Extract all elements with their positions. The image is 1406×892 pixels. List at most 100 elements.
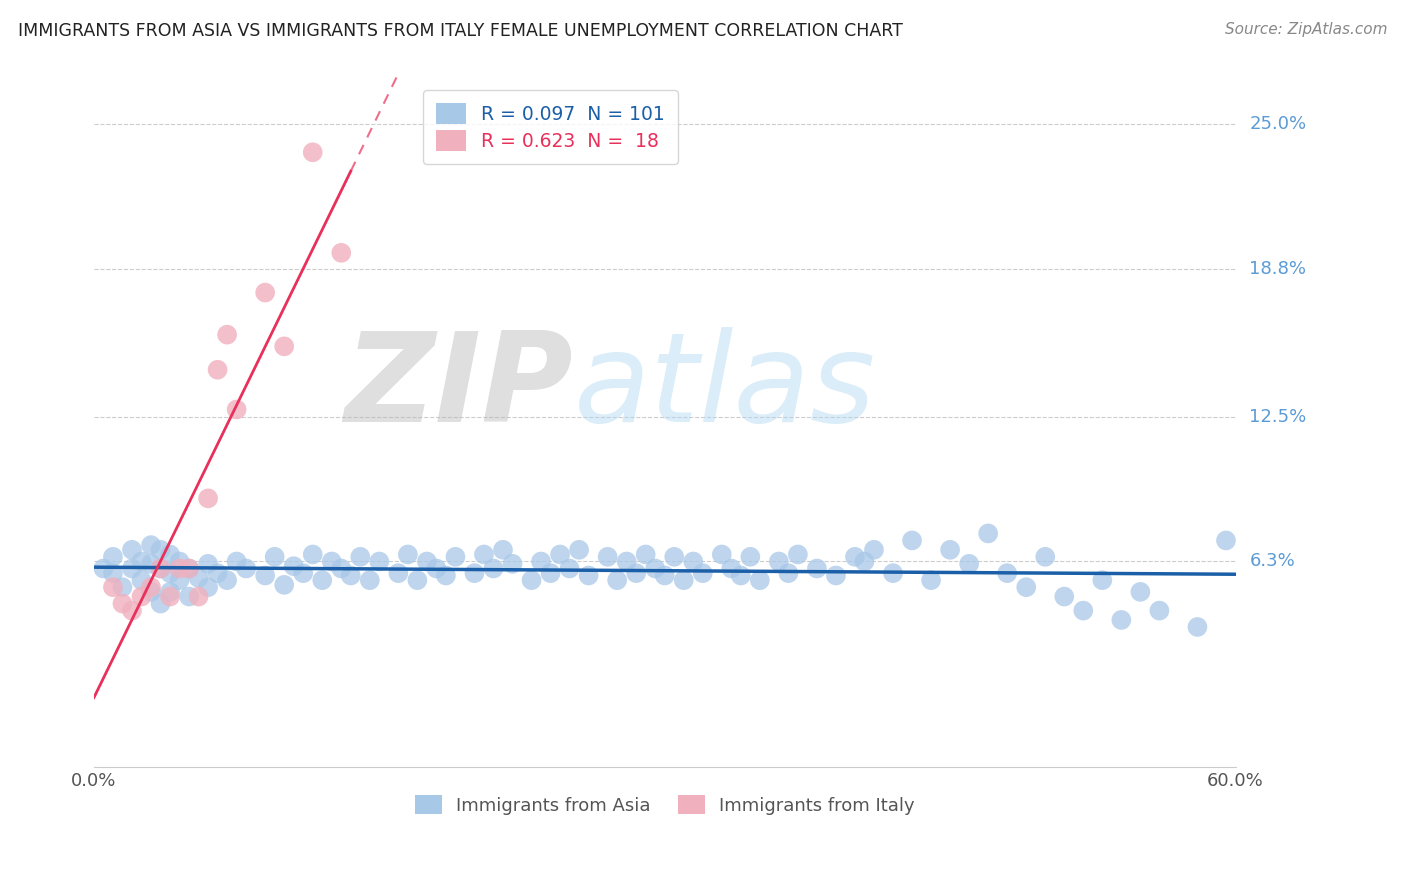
Point bbox=[492, 542, 515, 557]
Point bbox=[977, 526, 1000, 541]
Point bbox=[169, 573, 191, 587]
Point bbox=[624, 566, 647, 581]
Point bbox=[159, 585, 181, 599]
Point bbox=[396, 548, 419, 562]
Point bbox=[634, 548, 657, 562]
Point bbox=[1111, 613, 1133, 627]
Point bbox=[740, 549, 762, 564]
Point bbox=[957, 557, 980, 571]
Point bbox=[1071, 604, 1094, 618]
Point bbox=[339, 568, 361, 582]
Point bbox=[159, 590, 181, 604]
Point bbox=[359, 573, 381, 587]
Point bbox=[425, 561, 447, 575]
Point bbox=[720, 561, 742, 575]
Point bbox=[644, 561, 666, 575]
Point bbox=[292, 566, 315, 581]
Point bbox=[111, 597, 134, 611]
Point bbox=[263, 549, 285, 564]
Point bbox=[778, 566, 800, 581]
Point bbox=[520, 573, 543, 587]
Point bbox=[939, 542, 962, 557]
Point bbox=[225, 554, 247, 568]
Point bbox=[149, 542, 172, 557]
Point bbox=[177, 561, 200, 575]
Point bbox=[330, 245, 353, 260]
Point bbox=[139, 580, 162, 594]
Point bbox=[578, 568, 600, 582]
Point bbox=[301, 548, 323, 562]
Point bbox=[606, 573, 628, 587]
Point bbox=[283, 559, 305, 574]
Point bbox=[225, 402, 247, 417]
Point bbox=[101, 549, 124, 564]
Point bbox=[149, 561, 172, 575]
Point bbox=[121, 604, 143, 618]
Point bbox=[710, 548, 733, 562]
Point bbox=[1149, 604, 1171, 618]
Point bbox=[93, 561, 115, 575]
Text: 12.5%: 12.5% bbox=[1250, 408, 1306, 425]
Point bbox=[995, 566, 1018, 581]
Point bbox=[1215, 533, 1237, 548]
Point bbox=[920, 573, 942, 587]
Point bbox=[444, 549, 467, 564]
Point bbox=[806, 561, 828, 575]
Point bbox=[349, 549, 371, 564]
Point bbox=[901, 533, 924, 548]
Point bbox=[406, 573, 429, 587]
Point bbox=[1187, 620, 1209, 634]
Point bbox=[139, 538, 162, 552]
Point bbox=[368, 554, 391, 568]
Point bbox=[853, 554, 876, 568]
Point bbox=[616, 554, 638, 568]
Point bbox=[863, 542, 886, 557]
Point bbox=[882, 566, 904, 581]
Point bbox=[139, 585, 162, 599]
Point bbox=[502, 557, 524, 571]
Point bbox=[548, 548, 571, 562]
Point bbox=[101, 566, 124, 581]
Point bbox=[187, 590, 209, 604]
Point bbox=[654, 568, 676, 582]
Point bbox=[197, 491, 219, 506]
Point bbox=[159, 548, 181, 562]
Point bbox=[273, 339, 295, 353]
Point bbox=[177, 590, 200, 604]
Point bbox=[254, 568, 277, 582]
Point bbox=[825, 568, 848, 582]
Text: 6.3%: 6.3% bbox=[1250, 552, 1295, 571]
Point bbox=[1129, 585, 1152, 599]
Point bbox=[197, 580, 219, 594]
Point bbox=[301, 145, 323, 160]
Point bbox=[844, 549, 866, 564]
Point bbox=[768, 554, 790, 568]
Point bbox=[311, 573, 333, 587]
Point bbox=[207, 363, 229, 377]
Text: atlas: atlas bbox=[574, 327, 876, 449]
Point bbox=[1053, 590, 1076, 604]
Point bbox=[530, 554, 553, 568]
Point bbox=[540, 566, 562, 581]
Point bbox=[121, 561, 143, 575]
Point bbox=[730, 568, 752, 582]
Point bbox=[568, 542, 591, 557]
Point bbox=[131, 590, 153, 604]
Point bbox=[321, 554, 343, 568]
Point bbox=[748, 573, 770, 587]
Point bbox=[387, 566, 409, 581]
Point bbox=[672, 573, 695, 587]
Point bbox=[482, 561, 505, 575]
Point bbox=[169, 554, 191, 568]
Point bbox=[139, 557, 162, 571]
Point bbox=[131, 573, 153, 587]
Text: IMMIGRANTS FROM ASIA VS IMMIGRANTS FROM ITALY FEMALE UNEMPLOYMENT CORRELATION CH: IMMIGRANTS FROM ASIA VS IMMIGRANTS FROM … bbox=[18, 22, 903, 40]
Point bbox=[416, 554, 439, 568]
Point bbox=[472, 548, 495, 562]
Point bbox=[463, 566, 485, 581]
Point bbox=[1015, 580, 1038, 594]
Point bbox=[217, 327, 239, 342]
Point bbox=[217, 573, 239, 587]
Point bbox=[149, 597, 172, 611]
Point bbox=[558, 561, 581, 575]
